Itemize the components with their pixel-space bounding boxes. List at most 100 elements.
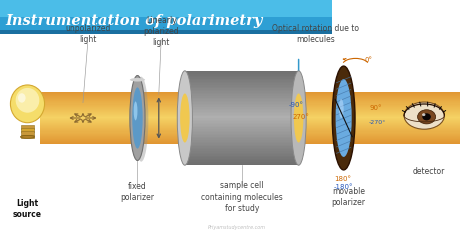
Bar bbox=[40, 116, 460, 117]
Ellipse shape bbox=[404, 102, 444, 129]
Bar bbox=[185, 162, 299, 164]
Bar bbox=[40, 94, 460, 95]
Bar bbox=[185, 116, 299, 118]
Bar bbox=[21, 125, 34, 129]
Bar bbox=[185, 109, 299, 110]
Ellipse shape bbox=[20, 135, 35, 138]
Bar bbox=[185, 72, 299, 74]
Bar bbox=[185, 123, 299, 124]
Bar bbox=[40, 103, 460, 105]
Bar bbox=[185, 97, 299, 99]
Bar bbox=[40, 118, 460, 119]
Bar bbox=[185, 112, 299, 113]
Bar bbox=[21, 131, 34, 135]
Text: 270°: 270° bbox=[292, 114, 310, 120]
Bar bbox=[185, 85, 299, 87]
Bar bbox=[185, 118, 299, 120]
Text: detector: detector bbox=[413, 167, 445, 176]
Bar bbox=[40, 134, 460, 135]
Bar bbox=[185, 132, 299, 134]
Bar bbox=[185, 104, 299, 105]
Bar bbox=[185, 160, 299, 162]
Bar bbox=[40, 108, 460, 109]
Ellipse shape bbox=[339, 99, 344, 118]
Bar bbox=[40, 142, 460, 143]
Bar bbox=[185, 139, 299, 140]
Bar bbox=[185, 156, 299, 157]
Bar bbox=[185, 83, 299, 85]
Bar bbox=[185, 127, 299, 129]
Bar bbox=[40, 131, 460, 133]
Bar bbox=[185, 129, 299, 131]
Text: Instrumentation of polarimetry: Instrumentation of polarimetry bbox=[6, 14, 263, 28]
Bar bbox=[21, 128, 34, 132]
Bar bbox=[185, 115, 299, 116]
Text: movable
polarizer: movable polarizer bbox=[331, 187, 365, 207]
Bar bbox=[185, 131, 299, 132]
Text: fixed
polarizer: fixed polarizer bbox=[120, 182, 155, 202]
Ellipse shape bbox=[422, 113, 431, 120]
Text: Linearly
polarized
light: Linearly polarized light bbox=[143, 16, 179, 47]
Bar bbox=[40, 123, 460, 124]
Bar bbox=[185, 121, 299, 123]
Bar bbox=[40, 92, 460, 93]
Ellipse shape bbox=[180, 93, 190, 143]
Bar bbox=[40, 126, 460, 127]
Ellipse shape bbox=[336, 79, 352, 157]
Bar bbox=[185, 142, 299, 143]
Ellipse shape bbox=[10, 85, 45, 123]
Bar bbox=[40, 113, 460, 114]
Bar bbox=[40, 98, 460, 99]
Bar bbox=[40, 100, 460, 101]
Bar bbox=[185, 137, 299, 139]
Bar bbox=[185, 79, 299, 80]
Bar bbox=[185, 94, 299, 96]
Text: Light
source: Light source bbox=[13, 199, 42, 219]
Ellipse shape bbox=[294, 93, 303, 143]
Bar bbox=[40, 124, 460, 125]
Bar bbox=[185, 101, 299, 102]
Ellipse shape bbox=[18, 93, 26, 103]
Bar bbox=[185, 134, 299, 135]
Bar bbox=[40, 121, 460, 122]
Bar bbox=[185, 126, 299, 127]
Bar bbox=[185, 143, 299, 145]
Ellipse shape bbox=[332, 66, 355, 170]
Bar bbox=[40, 117, 460, 118]
Bar bbox=[185, 120, 299, 121]
Bar bbox=[40, 99, 460, 100]
Bar bbox=[40, 127, 460, 128]
Bar bbox=[185, 96, 299, 97]
Bar bbox=[40, 107, 460, 108]
Bar bbox=[185, 153, 299, 154]
Bar bbox=[185, 148, 299, 149]
Bar bbox=[185, 105, 299, 107]
Bar bbox=[0, 6, 332, 30]
Bar bbox=[0, 0, 332, 34]
Ellipse shape bbox=[134, 77, 148, 162]
Bar bbox=[40, 140, 460, 141]
Bar bbox=[40, 136, 460, 137]
Ellipse shape bbox=[134, 101, 137, 120]
Bar bbox=[185, 149, 299, 151]
Bar bbox=[185, 159, 299, 160]
Bar bbox=[40, 111, 460, 112]
Bar bbox=[185, 87, 299, 88]
Bar bbox=[0, 0, 332, 17]
Ellipse shape bbox=[130, 76, 145, 160]
Bar bbox=[40, 110, 460, 111]
Bar bbox=[40, 93, 460, 94]
Bar bbox=[185, 110, 299, 112]
Bar bbox=[185, 77, 299, 79]
Bar bbox=[185, 88, 299, 90]
Bar bbox=[185, 80, 299, 82]
Ellipse shape bbox=[291, 71, 306, 165]
Ellipse shape bbox=[16, 88, 39, 113]
Bar bbox=[185, 74, 299, 76]
Bar bbox=[185, 90, 299, 91]
Bar bbox=[40, 95, 460, 96]
Text: -180°: -180° bbox=[333, 184, 353, 190]
Bar bbox=[40, 112, 460, 113]
Ellipse shape bbox=[418, 110, 436, 124]
Text: 90°: 90° bbox=[370, 105, 382, 111]
